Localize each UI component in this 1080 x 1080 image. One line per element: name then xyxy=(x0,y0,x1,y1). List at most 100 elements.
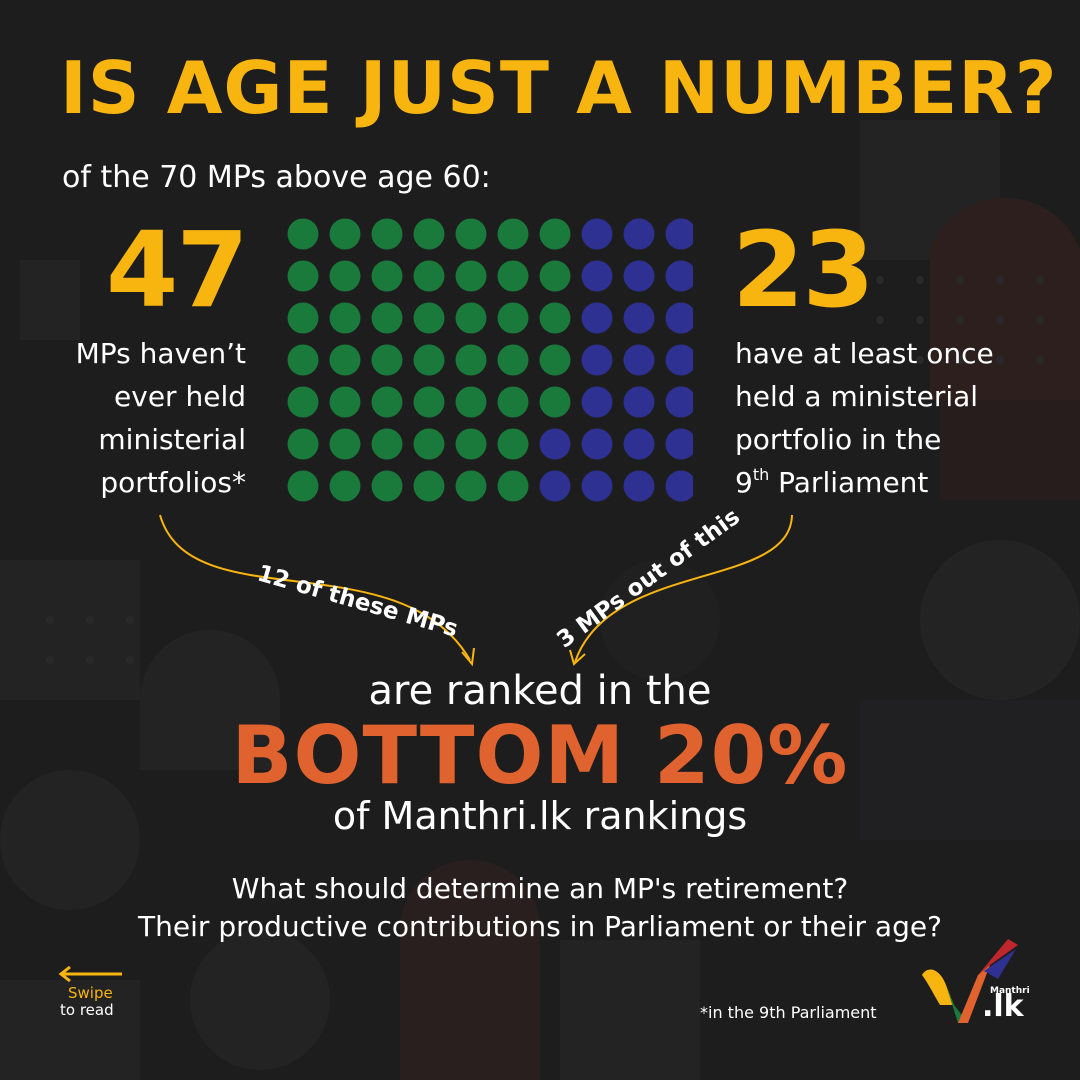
mp-dot-no-portfolio xyxy=(455,470,487,502)
closing-question: What should determine an MP's retirement… xyxy=(0,870,1080,946)
mp-dot-no-portfolio xyxy=(455,428,487,460)
ordinal-suffix: th xyxy=(752,465,770,484)
mp-dot-no-portfolio xyxy=(371,260,403,292)
mp-dot-held-portfolio xyxy=(581,470,613,502)
mp-dot-held-portfolio xyxy=(665,428,693,460)
mp-dot-no-portfolio xyxy=(371,428,403,460)
manthri-checkmark-logo xyxy=(922,939,1018,1023)
question-line: Their productive contributions in Parlia… xyxy=(138,910,942,943)
mp-dot-no-portfolio xyxy=(539,344,571,376)
mp-dot-held-portfolio xyxy=(665,344,693,376)
mp-dot-no-portfolio xyxy=(413,386,445,418)
mp-dot-no-portfolio xyxy=(455,302,487,334)
mp-dot-no-portfolio xyxy=(413,260,445,292)
description-line: portfolios* xyxy=(100,466,246,499)
footnote: *in the 9th Parliament xyxy=(700,1003,877,1022)
right-callout-curve xyxy=(574,514,793,663)
ranked-text: are ranked in the xyxy=(368,668,712,714)
mp-dot-no-portfolio xyxy=(287,260,319,292)
mp-dot-no-portfolio xyxy=(329,428,361,460)
parliament-text: Parliament xyxy=(769,466,929,499)
highlight-text: BOTTOM 20% xyxy=(231,709,849,802)
mp-dot-no-portfolio xyxy=(413,470,445,502)
mp-dot-no-portfolio xyxy=(497,428,529,460)
description-no-portfolio: MPs haven’t ever held ministerial portfo… xyxy=(40,332,246,504)
mp-dot-no-portfolio xyxy=(539,260,571,292)
description-line: ministerial xyxy=(98,423,246,456)
mp-dot-no-portfolio xyxy=(287,470,319,502)
subtitle: of the 70 MPs above age 60: xyxy=(62,160,491,195)
mp-dot-no-portfolio xyxy=(455,218,487,250)
mp-dot-held-portfolio xyxy=(665,218,693,250)
mp-dot-held-portfolio xyxy=(623,386,655,418)
description-line: 9th Parliament xyxy=(735,461,1055,504)
mp-dot-no-portfolio xyxy=(413,428,445,460)
description-line: MPs haven’t xyxy=(75,337,246,370)
mp-dot-held-portfolio xyxy=(665,470,693,502)
description-line: ever held xyxy=(114,380,246,413)
mp-dot-no-portfolio xyxy=(413,302,445,334)
mp-dot-grid xyxy=(287,218,693,502)
mp-dot-no-portfolio xyxy=(371,302,403,334)
mp-dot-held-portfolio xyxy=(581,344,613,376)
mp-dot-held-portfolio xyxy=(581,260,613,292)
mp-dot-no-portfolio xyxy=(329,344,361,376)
left-arrow-icon xyxy=(58,966,122,982)
mp-dot-no-portfolio xyxy=(455,344,487,376)
description-line: have at least once xyxy=(735,337,994,370)
mp-dot-no-portfolio xyxy=(539,386,571,418)
mp-dot-no-portfolio xyxy=(497,302,529,334)
page-title: IS AGE JUST A NUMBER? xyxy=(60,46,1058,130)
logo-wordmark: Manthri xyxy=(990,986,1030,996)
rankings-text: of Manthri.lk rankings xyxy=(332,794,748,838)
mp-dot-held-portfolio xyxy=(623,428,655,460)
logo-domain: .lk xyxy=(982,989,1024,1024)
mp-dot-no-portfolio xyxy=(497,386,529,418)
mp-dot-held-portfolio xyxy=(539,428,571,460)
mp-dot-no-portfolio xyxy=(497,470,529,502)
mp-dot-no-portfolio xyxy=(287,344,319,376)
swipe-sublabel: to read xyxy=(60,1001,114,1019)
left-arrowhead-icon xyxy=(461,647,475,667)
mp-dot-no-portfolio xyxy=(329,302,361,334)
mp-dot-held-portfolio xyxy=(665,260,693,292)
mp-dot-no-portfolio xyxy=(287,302,319,334)
left-callout-curve xyxy=(159,514,471,661)
description-held-portfolio: have at least once held a ministerial po… xyxy=(735,332,1055,504)
mp-dot-no-portfolio xyxy=(329,218,361,250)
mp-dot-no-portfolio xyxy=(287,428,319,460)
mp-dot-no-portfolio xyxy=(539,218,571,250)
mp-dot-no-portfolio xyxy=(497,344,529,376)
mp-dot-no-portfolio xyxy=(371,386,403,418)
question-line: What should determine an MP's retirement… xyxy=(231,872,849,905)
mp-dot-no-portfolio xyxy=(329,470,361,502)
mp-dot-no-portfolio xyxy=(371,470,403,502)
count-no-portfolio: 47 xyxy=(106,209,249,331)
description-line: portfolio in the xyxy=(735,423,942,456)
mp-dot-held-portfolio xyxy=(623,218,655,250)
mp-dot-no-portfolio xyxy=(329,260,361,292)
mp-dot-no-portfolio xyxy=(455,260,487,292)
mp-dot-held-portfolio xyxy=(581,428,613,460)
mp-dot-held-portfolio xyxy=(623,260,655,292)
mp-dot-no-portfolio xyxy=(371,344,403,376)
mp-dot-held-portfolio xyxy=(665,302,693,334)
mp-dot-held-portfolio xyxy=(623,344,655,376)
mp-dot-held-portfolio xyxy=(581,218,613,250)
mp-dot-no-portfolio xyxy=(329,386,361,418)
mp-dot-no-portfolio xyxy=(371,218,403,250)
mp-dot-no-portfolio xyxy=(497,260,529,292)
mp-dot-no-portfolio xyxy=(539,302,571,334)
mp-dot-no-portfolio xyxy=(287,386,319,418)
swipe-hint[interactable]: Swipe to read xyxy=(58,966,148,1019)
mp-dot-no-portfolio xyxy=(455,386,487,418)
mp-dot-held-portfolio xyxy=(623,302,655,334)
right-arrowhead-icon xyxy=(569,649,586,666)
mp-dot-held-portfolio xyxy=(581,302,613,334)
mp-dot-no-portfolio xyxy=(413,344,445,376)
swipe-label: Swipe xyxy=(68,984,113,1002)
description-line: held a ministerial xyxy=(735,380,979,413)
